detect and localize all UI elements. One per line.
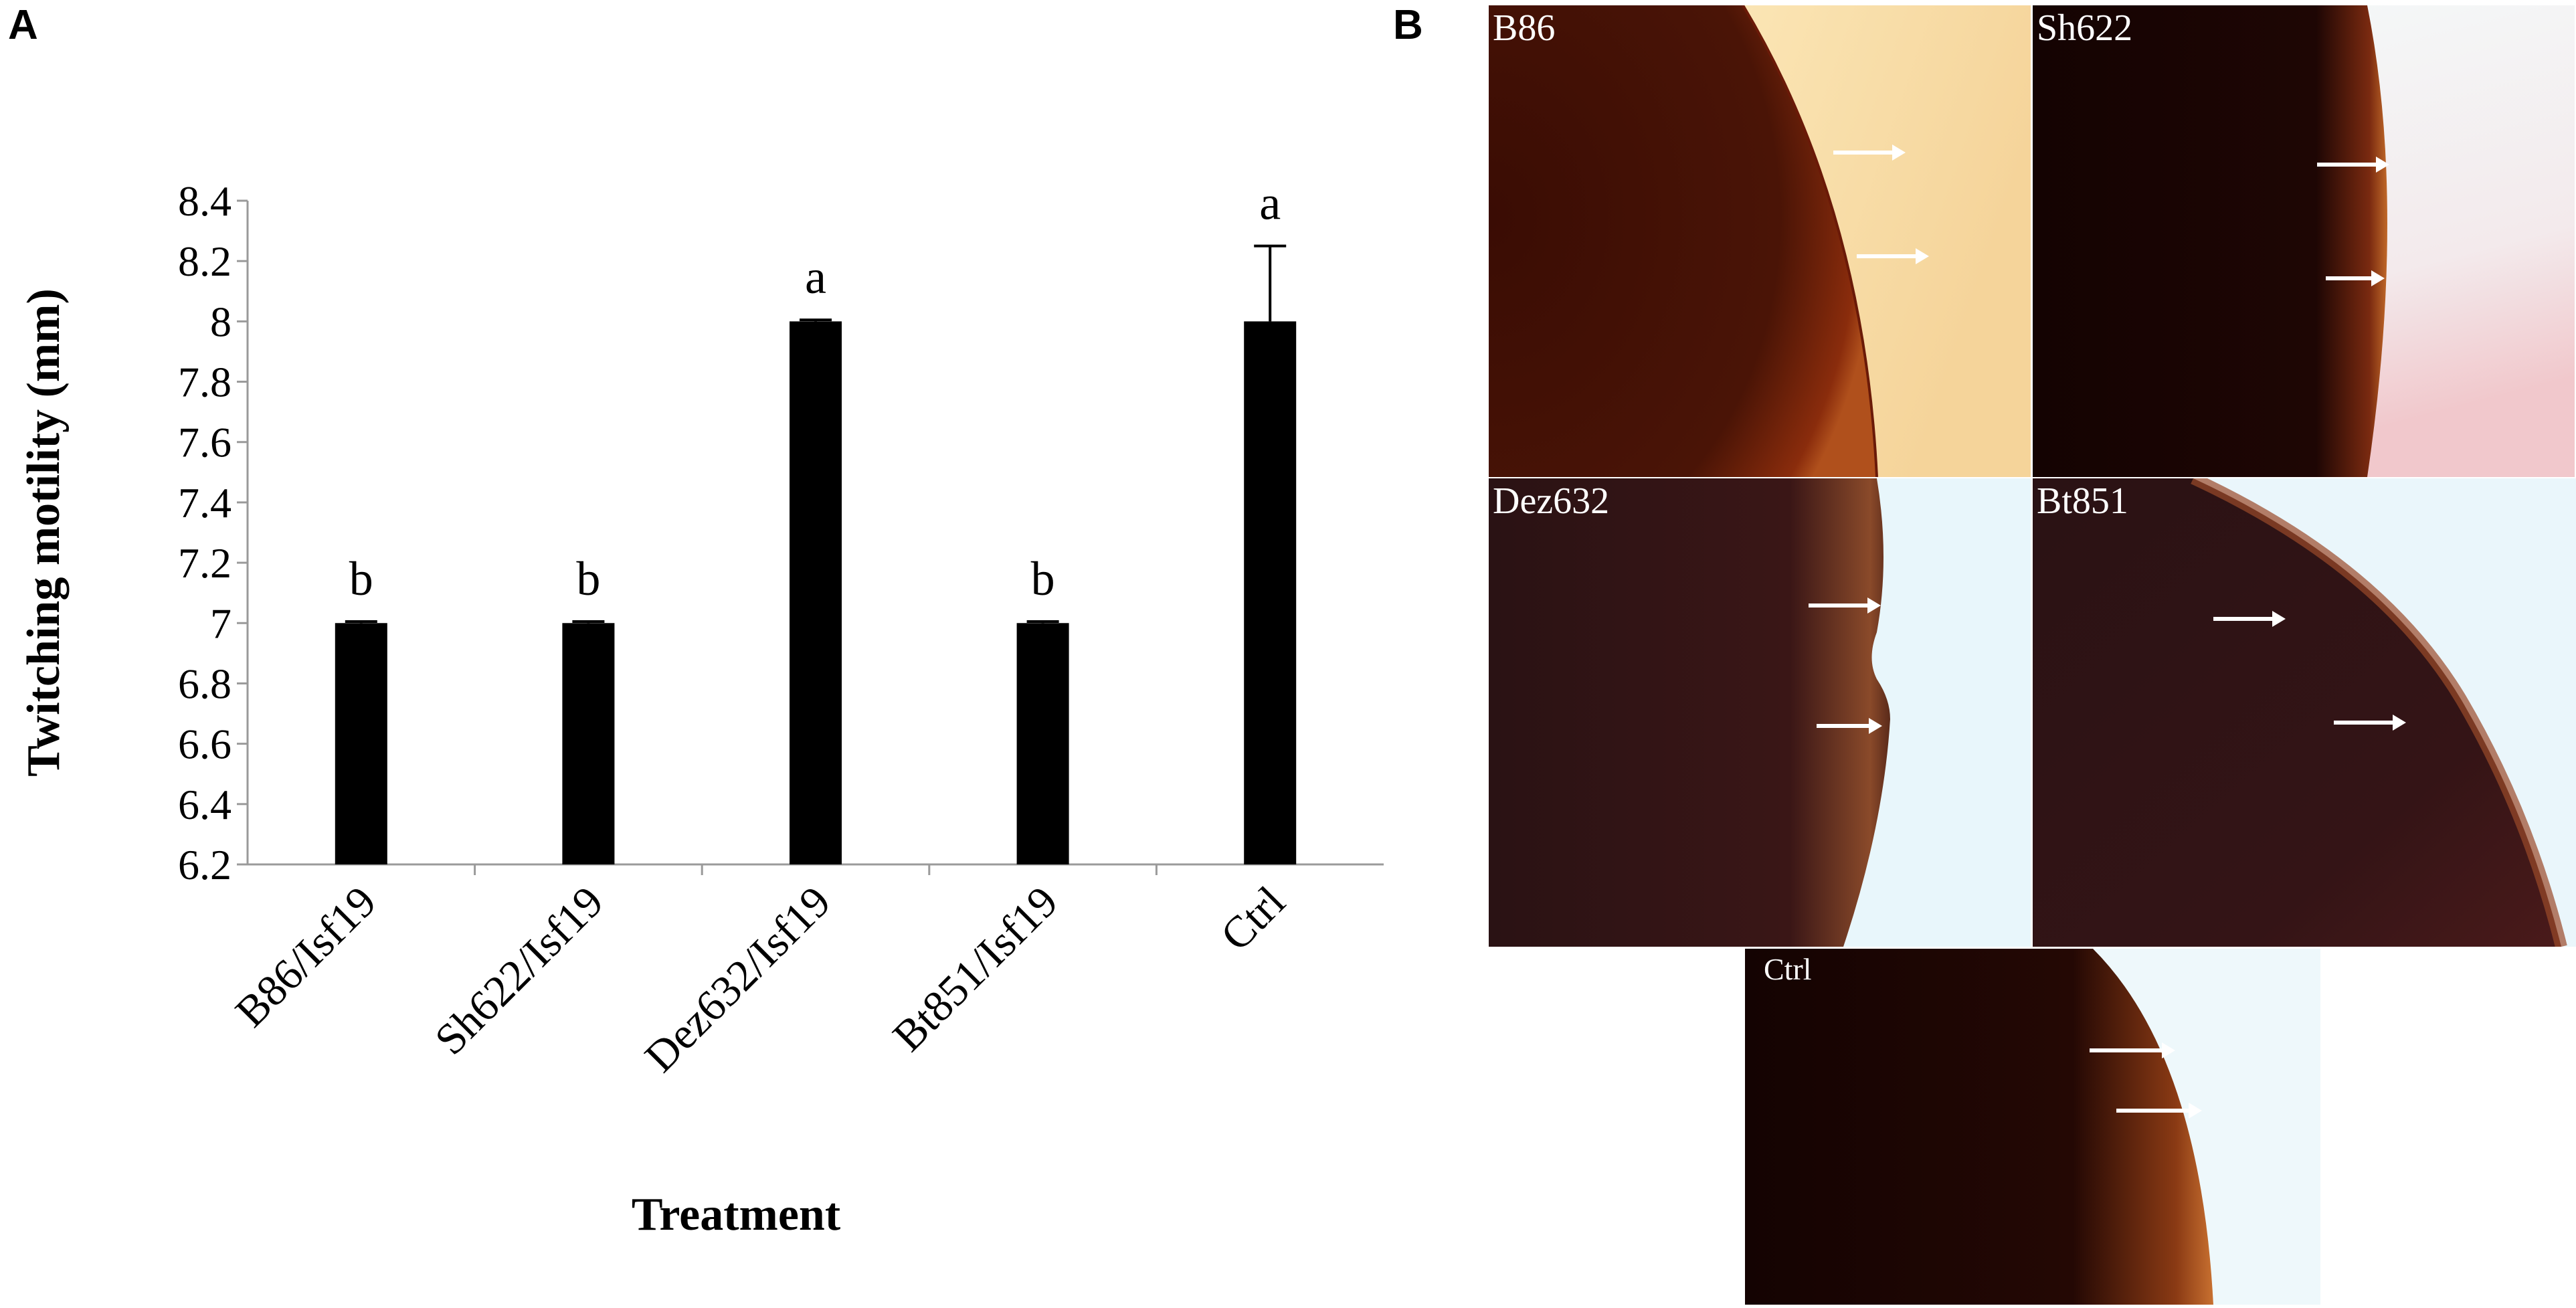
y-tick-label: 8 <box>210 298 232 345</box>
micrograph-ctrl: Ctrl <box>1745 949 2320 1305</box>
arrow-icon <box>1857 248 1929 264</box>
arrow-icon <box>2326 270 2385 286</box>
y-tick-label: 7 <box>210 599 232 647</box>
bar <box>790 321 842 864</box>
micrograph-label: Ctrl <box>1764 952 1812 986</box>
significance-letter: b <box>349 552 373 605</box>
micrograph-label: Dez632 <box>1493 480 1610 522</box>
arrow-icon <box>2334 715 2406 731</box>
y-tick-label: 7.8 <box>178 359 232 406</box>
bar <box>335 623 387 864</box>
arrow-icon <box>2317 157 2389 173</box>
arrow-icon <box>1809 597 1881 614</box>
bar <box>1016 623 1069 864</box>
y-tick-label: 7.6 <box>178 419 232 466</box>
panel-a-label: A <box>8 2 38 48</box>
y-tick-label: 6.4 <box>178 781 232 828</box>
bar <box>1244 321 1297 864</box>
y-tick-label: 8.2 <box>178 238 232 285</box>
bar-chart: 6.2 6.4 6.6 6.8 7 7.2 7.4 7.6 7.8 8 8.2 8.4 b B86/Isf… <box>18 177 1384 1240</box>
micrograph-dez632: Dez632 <box>1489 478 2031 947</box>
x-tick-label: Sh622/Isf19 <box>426 877 613 1064</box>
significance-letter: b <box>576 552 600 605</box>
y-tick-label: 6.8 <box>178 660 232 707</box>
bar <box>562 623 615 864</box>
micrograph-b86: B86 <box>1489 5 2031 477</box>
y-axis-title: Twitching motility (mm) <box>18 288 70 777</box>
x-tick-label: Bt851/Isf19 <box>884 877 1068 1061</box>
x-tick-label: Ctrl <box>1212 877 1295 960</box>
significance-letter: b <box>1031 552 1055 605</box>
y-tick-label: 6.2 <box>178 841 232 889</box>
panel-b-label: B <box>1393 2 1423 48</box>
micrograph-sh622: Sh622 <box>2033 5 2575 477</box>
y-tick-label: 6.6 <box>178 721 232 768</box>
micrograph-label: Bt851 <box>2037 480 2128 522</box>
arrow-icon <box>1817 718 1882 734</box>
arrow-icon <box>2213 611 2286 627</box>
micrograph-label: B86 <box>1493 7 1556 49</box>
micrograph-bt851: Bt851 <box>2033 478 2576 947</box>
x-tick-label: B86/Isf19 <box>226 877 385 1036</box>
arrow-icon <box>1833 145 1906 161</box>
significance-letter: a <box>805 250 826 304</box>
y-tick-label: 7.4 <box>178 479 232 527</box>
x-axis-title: Treatment <box>632 1189 840 1240</box>
x-tick-label: Dez632/Isf19 <box>636 877 840 1082</box>
arrow-icon <box>2116 1103 2202 1119</box>
y-tick-label: 8.4 <box>178 177 232 225</box>
significance-letter: a <box>1259 177 1281 230</box>
arrow-icon <box>2090 1042 2175 1058</box>
y-tick-label: 7.2 <box>178 539 232 587</box>
micrograph-label: Sh622 <box>2037 7 2133 49</box>
